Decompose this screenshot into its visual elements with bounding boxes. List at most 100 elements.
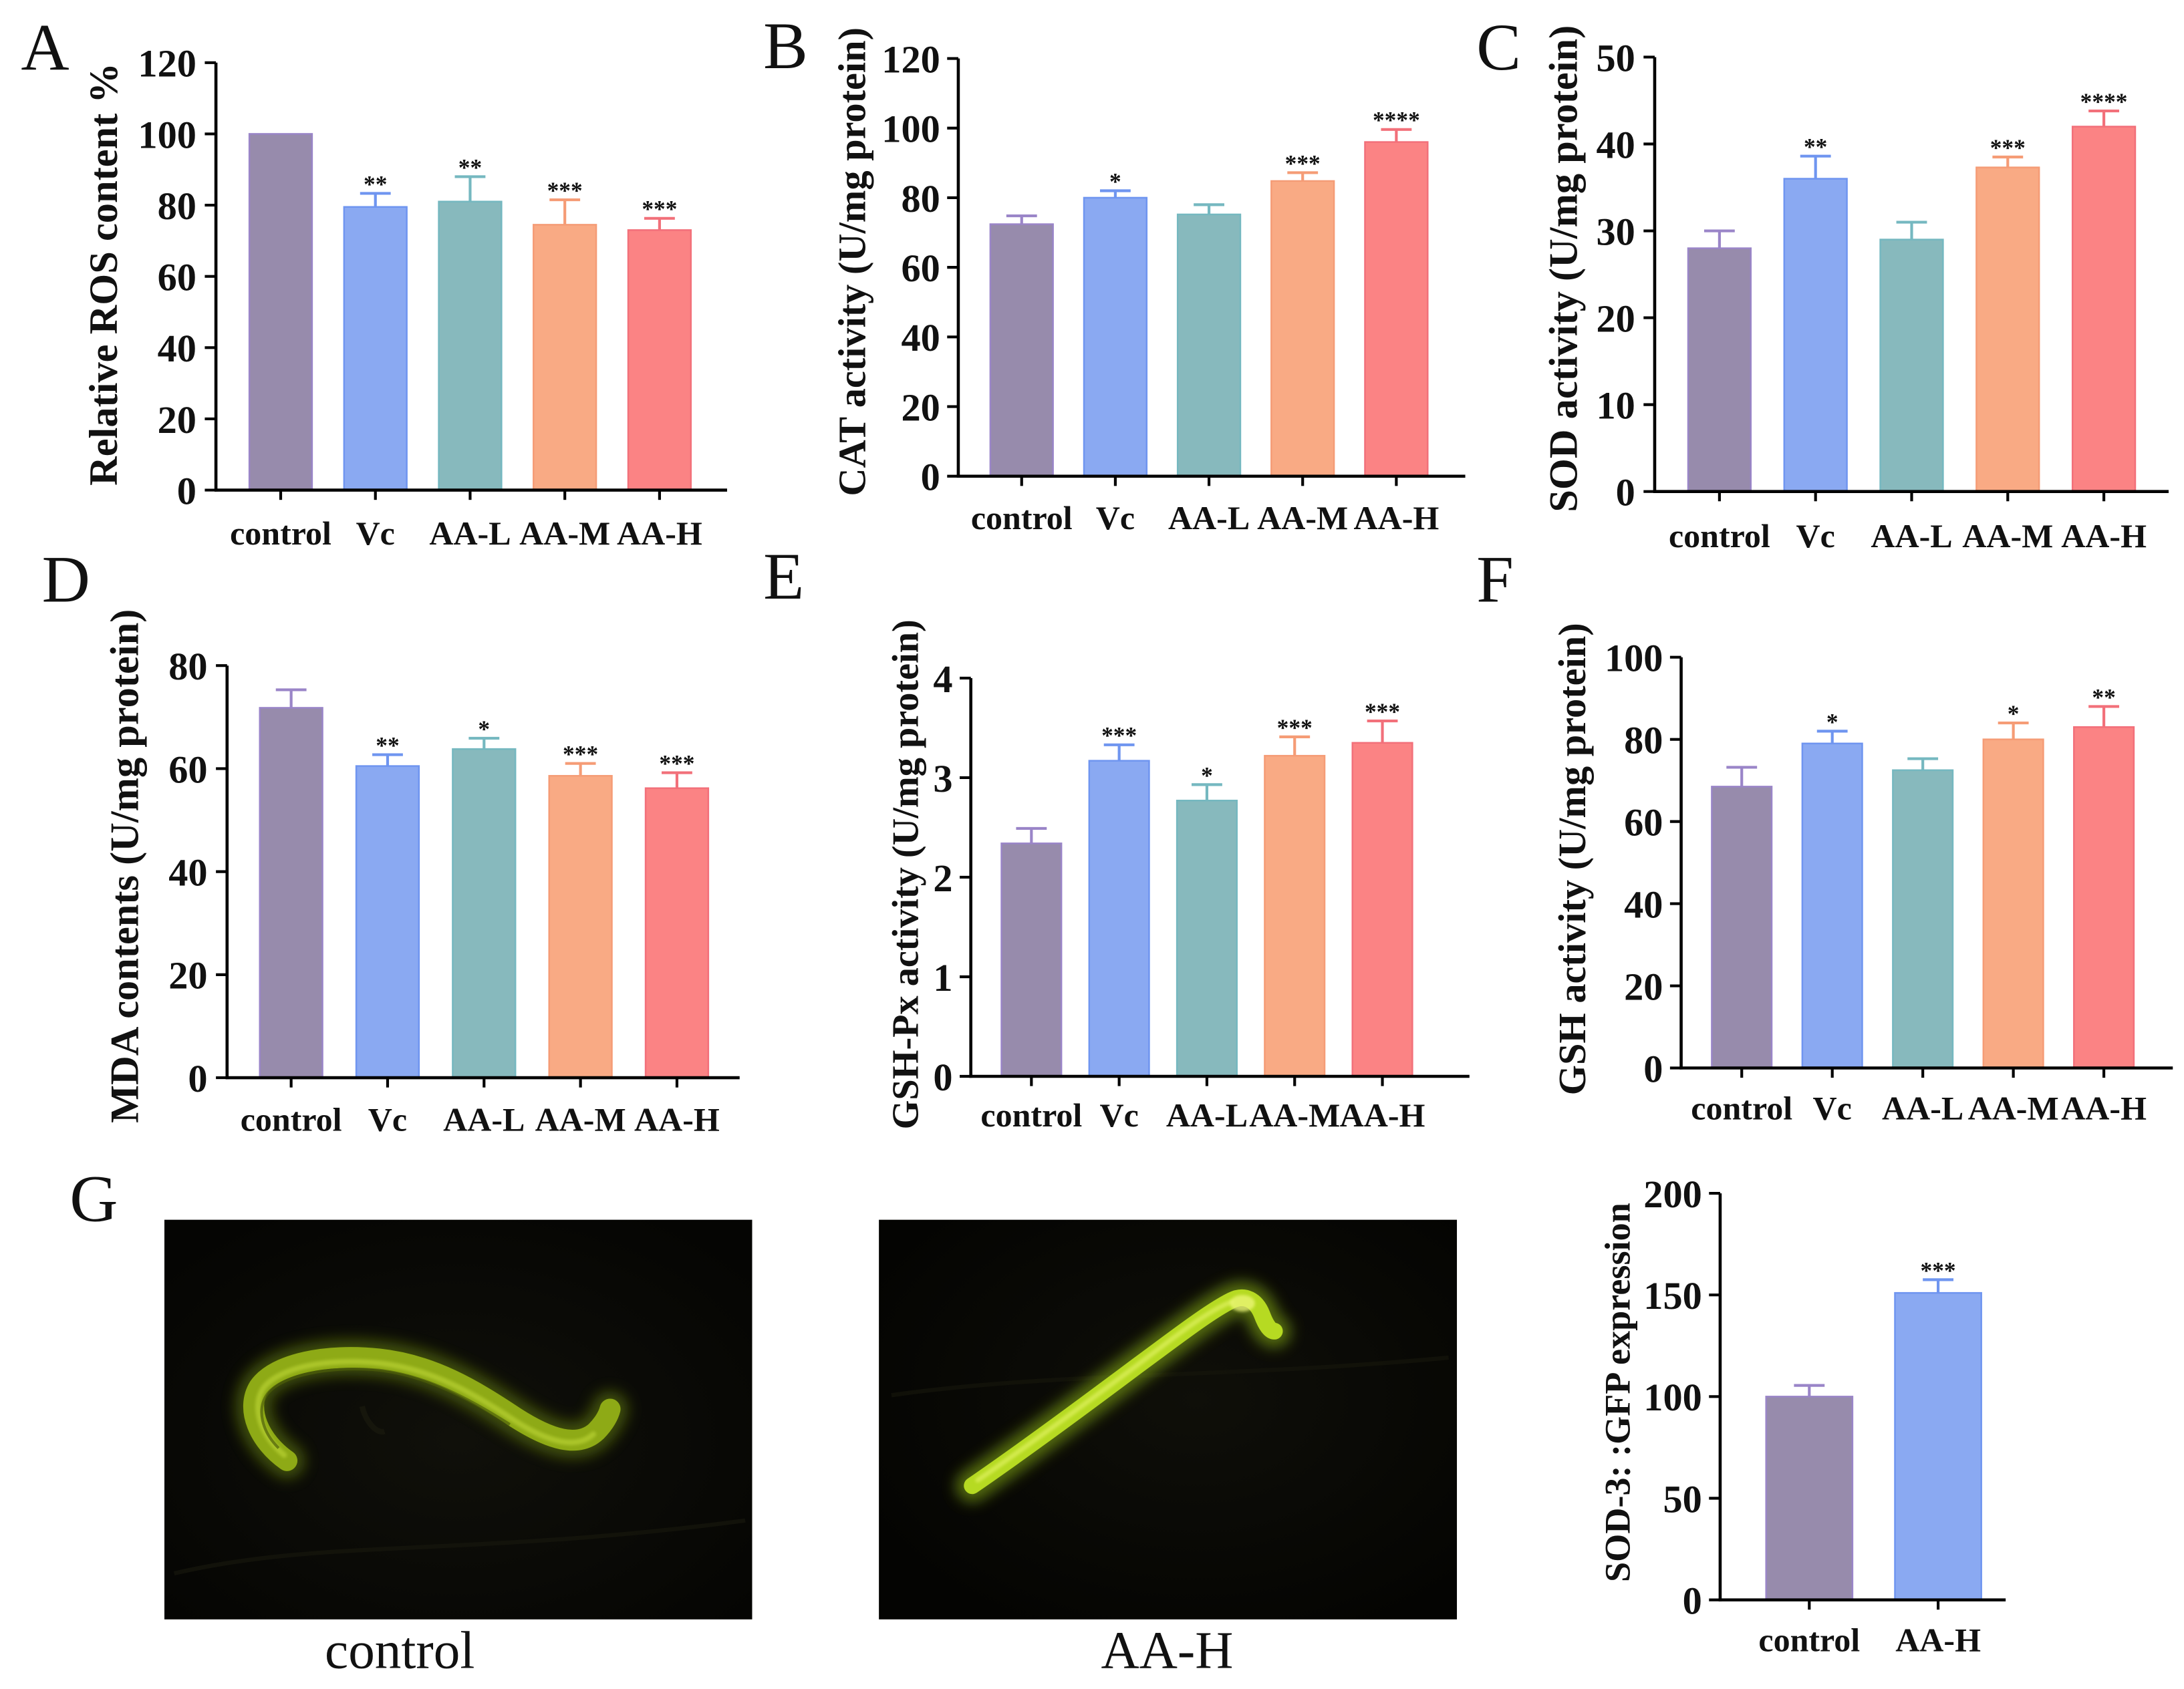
y-tick-label: 20 bbox=[168, 954, 207, 997]
significance-mark-vc: ** bbox=[364, 170, 387, 197]
category-label-aa-h: AA-H bbox=[2061, 1090, 2147, 1127]
significance-mark-aa-m: *** bbox=[547, 177, 583, 204]
category-label-aa-h: AA-H bbox=[1895, 1622, 1981, 1659]
category-label-aa-m: AA-M bbox=[1962, 517, 2053, 555]
bar-vc bbox=[343, 206, 408, 491]
category-label-control: control bbox=[230, 514, 331, 552]
micrograph-control bbox=[164, 1219, 753, 1620]
category-label-aa-l: AA-L bbox=[1882, 1090, 1963, 1127]
category-label-control: control bbox=[241, 1100, 342, 1138]
significance-mark-aa-h: **** bbox=[1373, 107, 1420, 134]
error-bar-vc bbox=[1800, 154, 1831, 179]
y-tick-label: 0 bbox=[1683, 1579, 1702, 1622]
y-tick-label: 20 bbox=[1624, 965, 1663, 1008]
category-label-aa-l: AA-L bbox=[429, 514, 511, 552]
y-tick-label: 50 bbox=[1596, 36, 1635, 80]
significance-mark-vc: *** bbox=[1101, 722, 1137, 749]
category-label-vc: Vc bbox=[1099, 1096, 1138, 1134]
error-bar-aa-l bbox=[1896, 220, 1927, 240]
bar-aa-l bbox=[452, 748, 517, 1079]
category-label-vc: Vc bbox=[1096, 499, 1135, 536]
category-label-vc: Vc bbox=[356, 514, 395, 552]
y-tick-label: 0 bbox=[1616, 471, 1635, 514]
y-tick-label: 20 bbox=[901, 386, 940, 429]
category-label-aa-h: AA-H bbox=[634, 1100, 720, 1138]
error-bar-vc bbox=[372, 753, 403, 766]
error-bar-aa-m bbox=[1998, 721, 2029, 740]
y-axis-label: MDA contents (U/mg protein) bbox=[102, 609, 147, 1123]
error-bar-aa-h bbox=[2088, 109, 2120, 127]
bar-control bbox=[1687, 247, 1752, 492]
error-bar-aa-l bbox=[1907, 757, 1939, 770]
bar-aa-h bbox=[2073, 726, 2135, 1069]
y-tick-label: 60 bbox=[158, 256, 196, 299]
panel-letter: B bbox=[763, 9, 808, 83]
worm-fluorescence bbox=[955, 1281, 1292, 1503]
significance-mark-aa-l: * bbox=[478, 716, 490, 742]
background-debris bbox=[359, 1405, 386, 1435]
bar-control bbox=[1711, 786, 1773, 1069]
y-tick-label: 20 bbox=[1596, 297, 1635, 340]
bar-control bbox=[989, 223, 1054, 478]
bar-aa-l bbox=[1879, 239, 1944, 492]
category-label-aa-m: AA-M bbox=[1257, 499, 1348, 536]
bar-control bbox=[1765, 1396, 1854, 1601]
y-axis-label: Relative ROS content % bbox=[82, 63, 126, 486]
y-tick-label: 100 bbox=[1643, 1376, 1702, 1419]
significance-mark-vc: * bbox=[1109, 168, 1121, 194]
error-bar-aa-h bbox=[1923, 1278, 1954, 1293]
error-bar-vc bbox=[1816, 730, 1848, 744]
category-label-aa-m: AA-M bbox=[535, 1100, 626, 1138]
background-debris bbox=[173, 1518, 746, 1576]
significance-mark-aa-h: *** bbox=[1921, 1257, 1956, 1283]
y-tick-label: 120 bbox=[138, 42, 196, 86]
y-axis-label: SOD activity (U/mg protein) bbox=[1541, 25, 1586, 512]
category-label-aa-h: AA-H bbox=[1340, 1096, 1425, 1134]
y-tick-label: 80 bbox=[168, 645, 207, 688]
bar-aa-m bbox=[548, 774, 613, 1079]
worm-highlight bbox=[975, 1299, 1234, 1483]
bar-vc bbox=[1088, 760, 1150, 1078]
error-bar-aa-m bbox=[565, 762, 596, 776]
y-tick-label: 80 bbox=[1624, 718, 1663, 762]
bar-aa-m bbox=[1270, 180, 1335, 478]
y-tick-label: 10 bbox=[1596, 383, 1635, 427]
significance-mark-vc: * bbox=[1826, 708, 1838, 735]
category-label-aa-l: AA-L bbox=[1871, 517, 1952, 555]
significance-mark-aa-l: * bbox=[1201, 762, 1213, 788]
significance-mark-aa-h: *** bbox=[659, 750, 694, 777]
error-bar-aa-h bbox=[1367, 719, 1398, 743]
bar-vc bbox=[355, 765, 420, 1079]
significance-mark-vc: ** bbox=[376, 732, 399, 759]
bar-control bbox=[248, 133, 313, 491]
y-tick-label: 40 bbox=[1624, 883, 1663, 926]
panel-letter: A bbox=[21, 10, 69, 84]
y-tick-label: 60 bbox=[901, 247, 940, 290]
significance-mark-aa-m: *** bbox=[563, 741, 598, 768]
category-label-aa-h: AA-H bbox=[1353, 499, 1439, 536]
y-tick-label: 2 bbox=[933, 857, 952, 900]
y-tick-label: 100 bbox=[138, 113, 196, 156]
category-label-aa-h: AA-H bbox=[617, 514, 702, 552]
error-bar-control bbox=[275, 688, 307, 708]
bar-aa-l bbox=[1176, 213, 1242, 478]
significance-mark-aa-h: ** bbox=[2092, 683, 2115, 710]
bar-aa-h bbox=[1364, 141, 1429, 478]
panel-letter: F bbox=[1476, 542, 1514, 616]
error-bar-aa-l bbox=[1194, 203, 1224, 214]
bar-vc bbox=[1801, 742, 1863, 1069]
bar-aa-h bbox=[1894, 1291, 1982, 1601]
category-label-aa-l: AA-L bbox=[1168, 499, 1250, 536]
bar-control bbox=[259, 707, 323, 1079]
category-label-control: control bbox=[980, 1096, 1082, 1134]
y-tick-label: 60 bbox=[1624, 800, 1663, 844]
category-label-aa-l: AA-L bbox=[443, 1100, 525, 1138]
error-bar-vc bbox=[360, 192, 391, 207]
category-label-control: control bbox=[971, 499, 1073, 536]
category-label-control: control bbox=[1691, 1090, 1792, 1127]
bar-aa-h bbox=[644, 787, 710, 1079]
significance-mark-aa-l: ** bbox=[458, 154, 482, 180]
category-label-vc: Vc bbox=[1796, 517, 1835, 555]
